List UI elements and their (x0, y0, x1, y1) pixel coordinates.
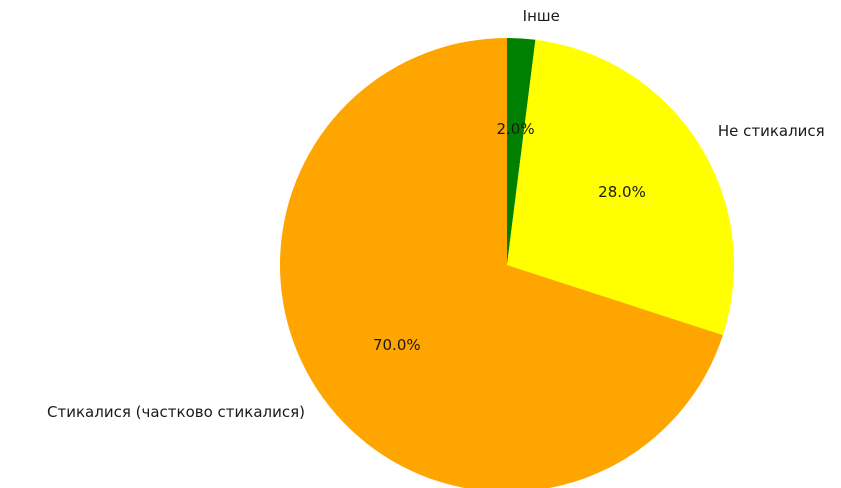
pie-category-label-3: Стикалися (частково стикалися) (47, 403, 305, 421)
pie-pct-label-1: 2.0% (496, 120, 534, 138)
pie-slices (280, 38, 735, 488)
pie-pct-label-3: 70.0% (373, 336, 421, 354)
pie-slice-3 (280, 38, 723, 488)
pie-pct-label-2: 28.0% (598, 183, 646, 201)
pie-labels: 2.0% Інше 28.0% Не стикалися 70.0% Стикалися … (47, 7, 825, 421)
pie-category-label-2: Не стикалися (718, 122, 825, 140)
pie-slice-1 (507, 38, 536, 265)
pie-category-label-1: Інше (523, 7, 560, 25)
pie-slice-2 (507, 39, 735, 336)
